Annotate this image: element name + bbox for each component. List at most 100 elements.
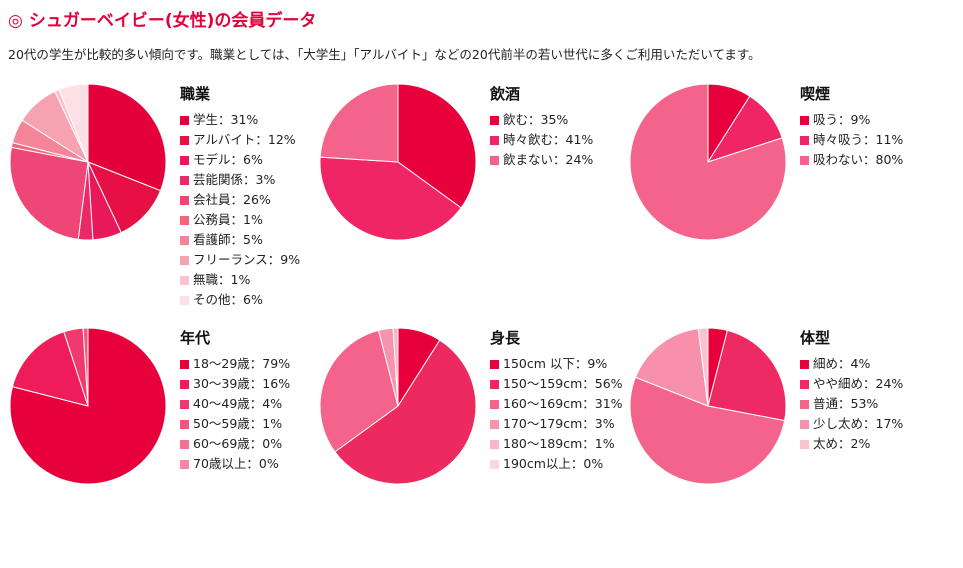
legend-swatch-icon — [490, 135, 499, 145]
legend-item: 170〜179cm：3% — [490, 414, 623, 434]
legend-item: 60〜69歳：0% — [180, 434, 290, 454]
pie-slice — [392, 327, 399, 407]
legend-label: 30〜39歳：16% — [193, 376, 291, 391]
legend-item: 普通：53% — [800, 394, 903, 414]
chart-title: 喫煙 — [800, 85, 831, 103]
pie-slice — [9, 146, 89, 240]
legend-swatch-icon — [180, 295, 189, 305]
legend-item: 公務員：1% — [180, 210, 300, 230]
legend-swatch-icon — [800, 419, 809, 429]
page-title: ◎ シュガーベイビー(女性)の会員データ — [8, 6, 316, 31]
legend-label: 18〜29歳：79% — [193, 356, 291, 371]
pie-slice — [629, 376, 786, 485]
chart-panel: 職業学生：31% アルバイト：12% モデル：6% 芸能関係：3% 会社員：26% 公務員… — [9, 83, 330, 324]
pie-slice — [11, 331, 89, 407]
pie-chart — [629, 83, 787, 241]
pie-slice — [629, 83, 787, 241]
chart-legend: 体型 細め：4% やや細め：24% 普通：53% 少し太め：17% 太め：2% — [800, 328, 903, 454]
legend-item: 看護師：5% — [180, 230, 300, 250]
chart-panel: 飲酒 飲む：35% 時々飲む：41% 飲まない：24% — [319, 83, 640, 324]
chart-legend: 身長 150cm 以下：9% 150〜159cm：56% 160〜169cm：31% 1… — [490, 328, 623, 474]
legend-label: 180〜189cm：1% — [503, 436, 615, 451]
legend-item: その他：6% — [180, 290, 300, 310]
legend-label: 150〜159cm：56% — [503, 376, 623, 391]
pie-slice — [58, 83, 89, 163]
legend-item: 180〜189cm：1% — [490, 434, 623, 454]
legend-swatch-icon — [800, 115, 809, 125]
legend-item: 40〜49歳：4% — [180, 394, 290, 414]
legend-label: 会社員：26% — [193, 192, 271, 207]
pie-chart — [319, 327, 477, 485]
legend-item: 時々吸う：11% — [800, 130, 903, 150]
legend-swatch-icon — [490, 399, 499, 409]
legend-label: 時々吸う：11% — [813, 132, 904, 147]
legend-swatch-icon — [800, 439, 809, 449]
legend-swatch-icon — [490, 439, 499, 449]
legend-item: 160〜169cm：31% — [490, 394, 623, 414]
legend-label: 飲む：35% — [503, 112, 569, 127]
legend-label: 吸う：9% — [813, 112, 871, 127]
legend-label: 無職：1% — [193, 272, 251, 287]
legend-swatch-icon — [490, 459, 499, 469]
pie-slice — [82, 327, 89, 407]
legend-label: 飲まない：24% — [503, 152, 594, 167]
legend-swatch-icon — [180, 235, 189, 245]
legend-item: 少し太め：17% — [800, 414, 903, 434]
legend-swatch-icon — [180, 175, 189, 185]
legend-label: 50〜59歳：1% — [193, 416, 283, 431]
legend-swatch-icon — [800, 359, 809, 369]
legend-item: 吸う：9% — [800, 110, 903, 130]
legend-item: 吸わない：80% — [800, 150, 903, 170]
legend-label: その他：6% — [193, 292, 263, 307]
legend-label: フリーランス：9% — [193, 252, 301, 267]
chart-title: 身長 — [490, 329, 521, 347]
chart-title: 職業 — [180, 85, 211, 103]
pie-slice — [319, 83, 399, 163]
legend-label: アルバイト：12% — [193, 132, 296, 147]
pie-chart — [9, 83, 167, 241]
legend-label: 150cm 以下：9% — [503, 356, 608, 371]
chart-panel: 喫煙吸う：9% 時々吸う：11% 吸わない：80% — [629, 83, 950, 324]
legend-item: 30〜39歳：16% — [180, 374, 290, 394]
chart-legend: 飲酒 飲む：35% 時々飲む：41% 飲まない：24% — [490, 84, 593, 170]
pie-chart — [319, 83, 477, 241]
legend-item: 18〜29歳：79% — [180, 354, 290, 374]
chart-panel: 体型 細め：4% やや細め：24% 普通：53% 少し太め：17% 太め：2% — [629, 327, 950, 568]
legend-item: 会社員：26% — [180, 190, 300, 210]
legend-swatch-icon — [490, 359, 499, 369]
legend-item: 細め：4% — [800, 354, 903, 374]
legend-label: 普通：53% — [813, 396, 879, 411]
legend-item: やや細め：24% — [800, 374, 903, 394]
legend-item: 150cm 以下：9% — [490, 354, 623, 374]
legend-item: 飲む：35% — [490, 110, 593, 130]
legend-item: モデル：6% — [180, 150, 300, 170]
legend-swatch-icon — [800, 399, 809, 409]
legend-label: 学生：31% — [193, 112, 259, 127]
legend-swatch-icon — [490, 155, 499, 165]
chart-legend: 喫煙吸う：9% 時々吸う：11% 吸わない：80% — [800, 84, 903, 170]
chart-panel: 身長 150cm 以下：9% 150〜159cm：56% 160〜169cm：31% 1… — [319, 327, 640, 568]
legend-label: 芸能関係：3% — [193, 172, 276, 187]
legend-label: 170〜179cm：3% — [503, 416, 615, 431]
legend-item: アルバイト：12% — [180, 130, 300, 150]
chart-title: 飲酒 — [490, 85, 521, 103]
legend-label: モデル：6% — [193, 152, 263, 167]
pie-chart — [629, 327, 787, 485]
legend-swatch-icon — [490, 115, 499, 125]
legend-label: 160〜169cm：31% — [503, 396, 623, 411]
legend-swatch-icon — [180, 359, 189, 369]
pie-chart — [9, 327, 167, 485]
page-description: 20代の学生が比較的多い傾向です。職業としては、「大学生」「アルバイト」などの2… — [8, 47, 761, 62]
chart-legend: 職業学生：31% アルバイト：12% モデル：6% 芸能関係：3% 会社員：26% 公務員… — [180, 84, 300, 310]
legend-swatch-icon — [180, 215, 189, 225]
title-mark-icon: ◎ — [8, 11, 23, 31]
chart-panel: 年代 18〜29歳：79% 30〜39歳：16% 40〜49歳：4% 50〜59歳：1%… — [9, 327, 330, 568]
legend-item: フリーランス：9% — [180, 250, 300, 270]
legend-label: 60〜69歳：0% — [193, 436, 283, 451]
pie-slice — [634, 328, 709, 407]
legend-swatch-icon — [490, 419, 499, 429]
legend-swatch-icon — [180, 115, 189, 125]
legend-label: 40〜49歳：4% — [193, 396, 283, 411]
page-title-text: シュガーベイビー(女性)の会員データ — [28, 11, 317, 31]
legend-item: 150〜159cm：56% — [490, 374, 623, 394]
